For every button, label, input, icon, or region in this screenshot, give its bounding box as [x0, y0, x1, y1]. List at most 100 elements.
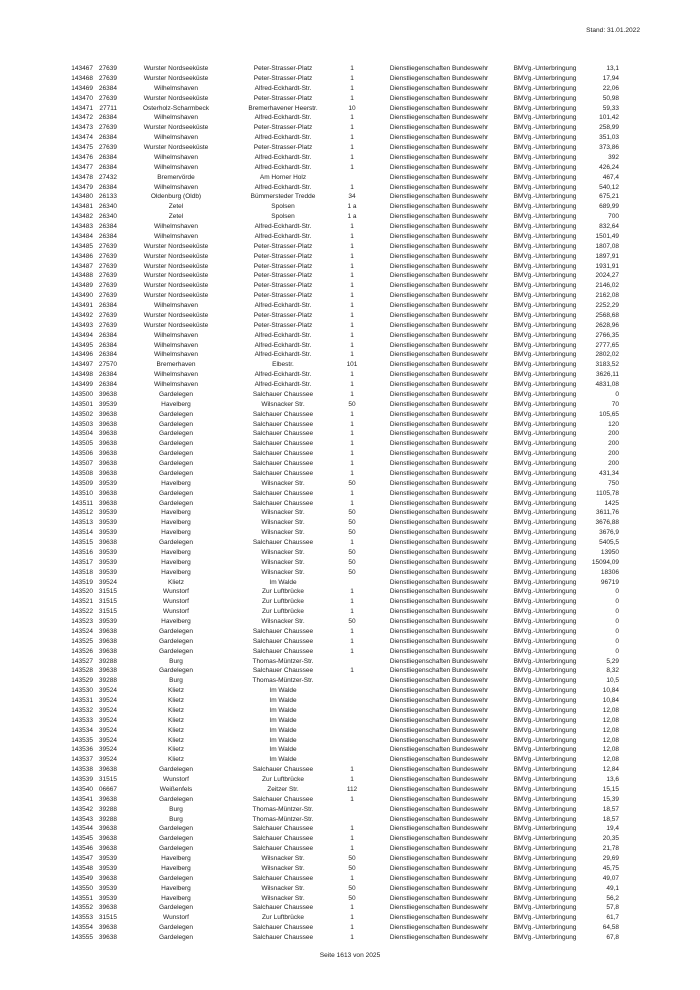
- cell-plz: 06667: [98, 785, 117, 793]
- cell-ort: Havelberg: [161, 855, 191, 862]
- cell-plz: 39539: [98, 568, 117, 576]
- cell-plz: 39638: [98, 647, 117, 655]
- records-table: 143467 27639 Wurster Nordseeküste Peter-Str…: [67, 64, 619, 943]
- cell-hausnummer: 1: [350, 302, 354, 309]
- cell-plz: 26384: [98, 183, 117, 191]
- cell-plz: 39638: [98, 637, 117, 645]
- table-row: 143501 39539 Havelberg Wilsnacker Str. 50 Die…: [67, 400, 619, 410]
- cell-nutzung: BMVg.-Unterbringung: [513, 420, 577, 428]
- cell-plz: 27639: [98, 252, 117, 260]
- cell-strasse: Wilsnacker Str.: [261, 548, 305, 556]
- cell-strasse: Wilsnacker Str.: [261, 529, 305, 537]
- cell-liegenschaft: Dienstliegenschaften Bundeswehr: [389, 183, 489, 191]
- cell-liegenschaft: Dienstliegenschaften Bundeswehr: [389, 84, 489, 92]
- table-row: 143554 39638 Gardelegen Salchauer Chaussee 1…: [67, 923, 619, 933]
- cell-ort: Gardelegen: [159, 647, 193, 655]
- cell-plz: 39638: [98, 430, 117, 438]
- table-row: 143485 27639 Wurster Nordseeküste Peter-Str…: [67, 242, 619, 252]
- cell-hausnummer: 1: [350, 598, 354, 606]
- cell-nutzung: BMVg.-Unterbringung: [513, 321, 577, 329]
- cell-liegenschaft: Dienstliegenschaften Bundeswehr: [389, 934, 489, 941]
- table-row: 143526 39638 Gardelegen Salchauer Chaussee 1…: [67, 647, 619, 657]
- cell-nutzung: BMVg.-Unterbringung: [513, 341, 577, 349]
- cell-wert: 540,12: [599, 183, 619, 191]
- cell-hausnummer: 1 a: [347, 213, 357, 221]
- cell-liegenschaft: Dienstliegenschaften Bundeswehr: [389, 331, 489, 339]
- cell-liegenschaft: Dienstliegenschaften Bundeswehr: [389, 776, 489, 783]
- cell-nutzung: BMVg.-Unterbringung: [513, 529, 577, 537]
- cell-liegenschaft: Dienstliegenschaften Bundeswehr: [389, 144, 489, 151]
- cell-liegenschaft: Dienstliegenschaften Bundeswehr: [389, 795, 489, 803]
- cell-nutzung: BMVg.-Unterbringung: [513, 144, 577, 151]
- cell-liegenschaft: Dienstliegenschaften Bundeswehr: [389, 894, 489, 902]
- cell-id: 143475: [71, 144, 93, 151]
- cell-nutzung: BMVg.-Unterbringung: [513, 736, 577, 744]
- table-row: 143548 39539 Havelberg Wilsnacker Str. 50 Die…: [67, 864, 619, 874]
- cell-liegenschaft: Dienstliegenschaften Bundeswehr: [389, 657, 489, 665]
- cell-wert: 2568,68: [595, 311, 620, 319]
- cell-strasse: Salchauer Chaussee: [252, 637, 314, 645]
- cell-ort: Klietz: [168, 726, 184, 734]
- table-row: 143486 27639 Wurster Nordseeküste Peter-Str…: [67, 252, 619, 262]
- cell-nutzung: BMVg.-Unterbringung: [513, 183, 577, 191]
- cell-id: 143546: [71, 845, 93, 853]
- cell-id: 143501: [71, 400, 93, 408]
- cell-id: 143489: [71, 282, 93, 290]
- table-row: 143514 39539 Havelberg Wilsnacker Str. 50 Die…: [67, 528, 619, 538]
- cell-nutzung: BMVg.-Unterbringung: [513, 272, 577, 280]
- cell-nutzung: BMVg.-Unterbringung: [513, 795, 577, 803]
- table-row: 143481 26340 Zetel Spolsen 1 a Dienstliegensc…: [67, 202, 619, 212]
- cell-liegenschaft: Dienstliegenschaften Bundeswehr: [389, 153, 489, 161]
- table-row: 143479 26384 Wilhelmshaven Alfred-Eckhardt-…: [67, 183, 619, 193]
- cell-wert: 57,8: [606, 904, 619, 912]
- cell-strasse: Peter-Strasser-Platz: [253, 144, 313, 151]
- cell-ort: Zetel: [168, 203, 184, 211]
- cell-strasse: Im Walde: [269, 716, 297, 724]
- cell-liegenschaft: Dienstliegenschaften Bundeswehr: [389, 262, 489, 270]
- table-row: 143531 39524 Klietz Im Walde Dienstliegensch…: [67, 696, 619, 706]
- cell-wert: 3611,76: [595, 509, 619, 517]
- cell-wert: 5405,5: [599, 539, 619, 546]
- cell-ort: Bremerhaven: [156, 361, 196, 369]
- cell-nutzung: BMVg.-Unterbringung: [513, 618, 577, 625]
- cell-strasse: Alfred-Eckhardt-Str.: [254, 302, 312, 309]
- cell-wert: 689,99: [599, 203, 619, 211]
- cell-liegenschaft: Dienstliegenschaften Bundeswehr: [389, 608, 489, 616]
- cell-plz: 26384: [98, 351, 117, 359]
- cell-nutzung: BMVg.-Unterbringung: [513, 74, 577, 82]
- cell-wert: 18,57: [602, 805, 619, 813]
- cell-ort: Gardelegen: [159, 924, 193, 932]
- cell-hausnummer: 1: [350, 776, 354, 783]
- cell-hausnummer: [331, 745, 373, 755]
- cell-ort: Havelberg: [161, 400, 191, 408]
- cell-strasse: Bümmersteder Tredde: [250, 193, 316, 201]
- cell-liegenschaft: Dienstliegenschaften Bundeswehr: [389, 302, 489, 309]
- cell-plz: 39638: [98, 845, 117, 853]
- cell-ort: Gardelegen: [159, 460, 193, 467]
- table-row: 143532 39524 Klietz Im Walde Dienstliegensch…: [67, 706, 619, 716]
- cell-id: 143494: [71, 331, 93, 339]
- cell-strasse: Wilsnacker Str.: [261, 855, 305, 862]
- cell-wert: 20,35: [602, 835, 619, 843]
- cell-wert: 101,42: [599, 114, 619, 122]
- cell-wert: 45,75: [602, 864, 619, 872]
- cell-nutzung: BMVg.-Unterbringung: [513, 213, 577, 221]
- cell-id: 143554: [71, 924, 93, 932]
- cell-hausnummer: 1: [350, 795, 354, 803]
- table-row: 143498 26384 Wilhelmshaven Alfred-Eckhardt-…: [67, 370, 619, 380]
- cell-liegenschaft: Dienstliegenschaften Bundeswehr: [389, 390, 489, 398]
- cell-liegenschaft: Dienstliegenschaften Bundeswehr: [389, 558, 489, 566]
- cell-plz: 39638: [98, 450, 117, 458]
- cell-nutzung: BMVg.-Unterbringung: [513, 687, 577, 695]
- cell-liegenschaft: Dienstliegenschaften Bundeswehr: [389, 805, 489, 813]
- cell-id: 143492: [71, 311, 93, 319]
- cell-liegenschaft: Dienstliegenschaften Bundeswehr: [389, 874, 489, 882]
- cell-liegenschaft: Dienstliegenschaften Bundeswehr: [389, 420, 489, 428]
- cell-liegenschaft: Dienstliegenschaften Bundeswehr: [389, 697, 489, 704]
- cell-liegenschaft: Dienstliegenschaften Bundeswehr: [389, 311, 489, 319]
- cell-id: 143495: [71, 341, 93, 349]
- cell-liegenschaft: Dienstliegenschaften Bundeswehr: [389, 479, 489, 487]
- table-row: 143499 26384 Wilhelmshaven Alfred-Eckhardt-…: [67, 380, 619, 390]
- table-row: 143539 31515 Wunstorf Zur Luftbrücke 1 Dienst…: [67, 775, 619, 785]
- cell-nutzung: BMVg.-Unterbringung: [513, 430, 577, 438]
